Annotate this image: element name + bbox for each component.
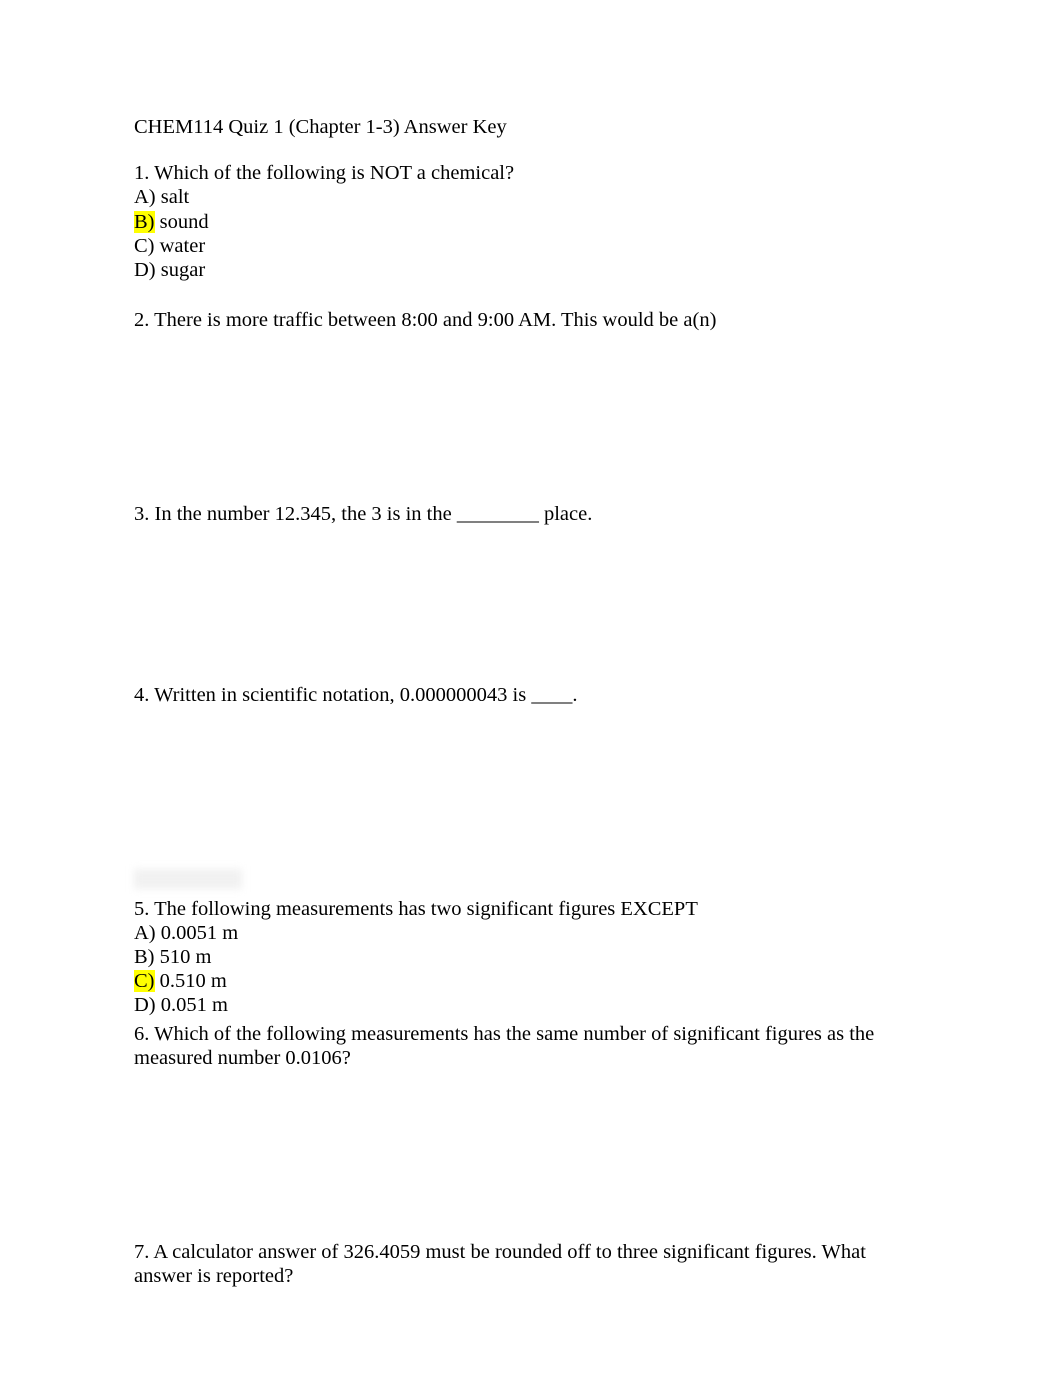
q5-b-text: 510 m xyxy=(155,946,212,968)
question-2: 2. There is more traffic between 8:00 an… xyxy=(134,308,928,332)
question-1: 1. Which of the following is NOT a chemi… xyxy=(134,161,928,282)
q5-text: 5. The following measurements has two si… xyxy=(134,897,928,921)
q5-option-c: C) 0.510 m xyxy=(134,969,928,993)
question-6: 6. Which of the following measurements h… xyxy=(134,1022,928,1070)
q7-text: 7. A calculator answer of 326.4059 must … xyxy=(134,1240,928,1288)
q1-option-a: A) salt xyxy=(134,185,928,209)
q1-option-d: D) sugar xyxy=(134,258,928,282)
q5-d-letter: D) xyxy=(134,994,156,1016)
q1-c-text: water xyxy=(155,235,206,257)
q5-a-text: 0.0051 m xyxy=(156,922,239,944)
q3-text: 3. In the number 12.345, the 3 is in the… xyxy=(134,502,928,526)
q5-a-letter: A) xyxy=(134,922,156,944)
q1-b-letter: B) xyxy=(134,211,155,233)
q5-d-text: 0.051 m xyxy=(156,994,228,1016)
q1-a-letter: A) xyxy=(134,186,156,208)
q1-a-text: salt xyxy=(156,186,190,208)
q5-option-a: A) 0.0051 m xyxy=(134,921,928,945)
q5-option-d: D) 0.051 m xyxy=(134,993,928,1017)
document-title: CHEM114 Quiz 1 (Chapter 1-3) Answer Key xyxy=(134,115,928,139)
q1-option-c: C) water xyxy=(134,234,928,258)
blurred-content xyxy=(134,869,242,889)
q1-option-b: B) sound xyxy=(134,210,928,234)
q1-d-text: sugar xyxy=(156,259,206,281)
q5-c-text: 0.510 m xyxy=(155,970,227,992)
q1-text: 1. Which of the following is NOT a chemi… xyxy=(134,161,928,185)
question-4: 4. Written in scientific notation, 0.000… xyxy=(134,683,928,707)
q1-d-letter: D) xyxy=(134,259,156,281)
q4-text: 4. Written in scientific notation, 0.000… xyxy=(134,683,928,707)
question-5: 5. The following measurements has two si… xyxy=(134,897,928,1018)
question-3: 3. In the number 12.345, the 3 is in the… xyxy=(134,502,928,526)
q5-c-letter: C) xyxy=(134,970,155,992)
q5-b-letter: B) xyxy=(134,946,155,968)
q1-c-letter: C) xyxy=(134,235,155,257)
q5-option-b: B) 510 m xyxy=(134,945,928,969)
question-7: 7. A calculator answer of 326.4059 must … xyxy=(134,1240,928,1288)
q2-text: 2. There is more traffic between 8:00 an… xyxy=(134,308,928,332)
q6-text: 6. Which of the following measurements h… xyxy=(134,1022,928,1070)
q1-b-text: sound xyxy=(155,211,209,233)
